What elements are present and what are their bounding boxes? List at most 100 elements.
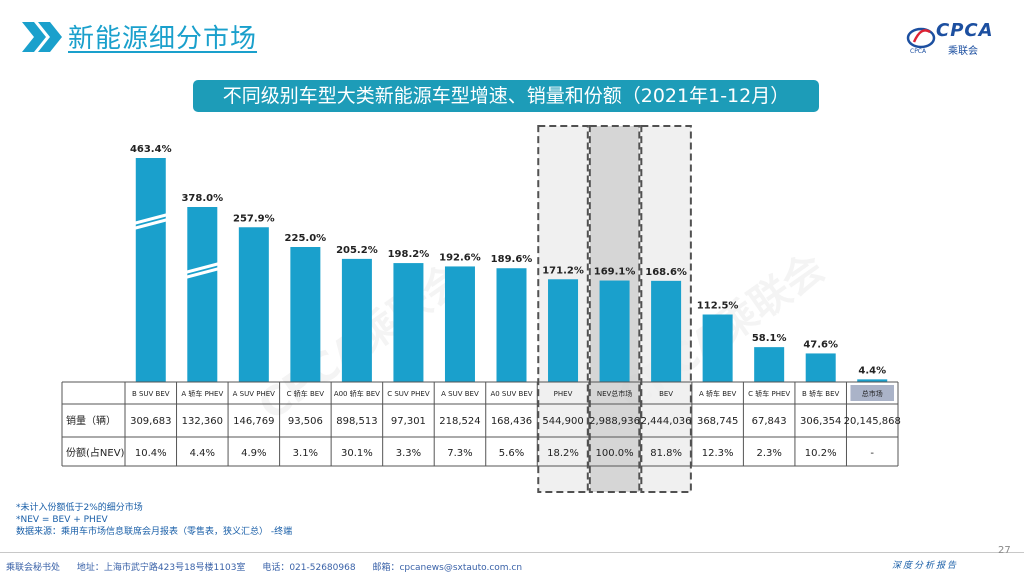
tick-label: A0 SUV BEV [490, 390, 532, 398]
footer-contact: 乘联会秘书处 地址：上海市武宁路423号18号楼1103室 电话：021-526… [6, 560, 536, 573]
tick-label: A SUV BEV [441, 390, 479, 398]
tick-label: B 轿车 BEV [802, 389, 839, 398]
tick-label: C 轿车 BEV [287, 389, 325, 398]
bar [135, 158, 166, 382]
bar [444, 266, 475, 382]
bar [187, 207, 218, 382]
data-label: 192.6% [439, 252, 481, 263]
data-label: 168.6% [645, 267, 687, 278]
bar [238, 227, 269, 382]
footnote: *未计入份额低于2%的细分市场 [16, 503, 143, 513]
share-cell: 30.1% [341, 448, 373, 459]
data-label: 463.4% [130, 144, 172, 155]
data-label: 169.1% [594, 267, 636, 278]
share-cell: 10.2% [805, 448, 837, 459]
share-cell: 3.1% [293, 448, 318, 459]
footnote: *NEV = BEV + PHEV [16, 515, 108, 525]
data-label: 47.6% [803, 339, 838, 350]
sales-cell: 898,513 [336, 416, 377, 427]
sales-row-label: 销量（辆） [66, 414, 116, 427]
sales-cell: 306,354 [800, 416, 841, 427]
data-label: 58.1% [752, 333, 787, 344]
share-cell: 81.8% [650, 448, 682, 459]
sales-cell: 368,745 [697, 416, 738, 427]
tick-label: C 轿车 PHEV [748, 389, 790, 398]
data-label: 4.4% [858, 365, 886, 376]
share-cell: 7.3% [447, 448, 472, 459]
data-label: 198.2% [388, 249, 430, 260]
tick-label: NEV总市场 [597, 389, 632, 398]
tick-label: A 轿车 PHEV [181, 389, 223, 398]
cpca-logo: CPCA 乘联会 CPCA [906, 20, 1006, 57]
sales-cell: 93,506 [288, 416, 323, 427]
share-cell: 18.2% [547, 448, 579, 459]
data-label: 171.2% [542, 265, 584, 276]
bar [754, 347, 785, 382]
data-label: 112.5% [697, 301, 739, 312]
tick-label: C SUV PHEV [387, 390, 430, 398]
page-number: 27 [998, 545, 1011, 556]
bar [857, 379, 888, 382]
footer-org: 乘联会秘书处 [6, 563, 61, 573]
data-label: 189.6% [491, 254, 533, 265]
logo-tiny: CPCA [910, 48, 927, 55]
tick-label: A 轿车 BEV [699, 389, 736, 398]
sales-cell: 544,900 [542, 416, 583, 427]
sales-cell: 132,360 [182, 416, 223, 427]
sales-cell: 146,769 [233, 416, 274, 427]
footer-address: 地址：上海市武宁路423号18号楼1103室 [76, 563, 246, 573]
axis-break-mark [131, 212, 171, 231]
sales-cell: 20,145,868 [844, 416, 901, 427]
share-cell: 2.3% [756, 448, 781, 459]
footnotes: *未计入份额低于2%的细分市场 *NEV = BEV + PHEV 数据来源：乘… [16, 502, 292, 538]
cpca-logo-icon [906, 27, 936, 49]
bar [290, 247, 321, 382]
bar [341, 258, 372, 382]
data-label: 378.0% [181, 193, 223, 204]
tick-label: A SUV PHEV [233, 390, 276, 398]
share-cell: 4.9% [241, 448, 266, 459]
axis-break-mark [182, 261, 222, 280]
sales-cell: 97,301 [391, 416, 426, 427]
tick-label: BEV [659, 390, 673, 398]
header-chevrons-icon [22, 22, 62, 52]
footnote: 数据来源：乘用车市场信息联席会月报表（零售表，狭义汇总） -终端 [16, 527, 293, 537]
sales-cell: 309,683 [130, 416, 171, 427]
bar [702, 314, 733, 382]
footer-phone: 电话：021-52680968 [262, 563, 356, 573]
sales-cell: 218,524 [439, 416, 480, 427]
share-cell: 12.3% [702, 448, 734, 459]
data-label: 257.9% [233, 213, 275, 224]
sales-cell: 168,436 [491, 416, 532, 427]
share-cell: 3.3% [396, 448, 421, 459]
data-label: 225.0% [285, 233, 327, 244]
share-cell: 4.4% [190, 448, 215, 459]
footer-divider [0, 552, 1024, 553]
bar [599, 280, 630, 382]
bar [805, 353, 836, 382]
sales-cell: 2,988,936 [589, 416, 640, 427]
sales-cell: 2,444,036 [641, 416, 692, 427]
bar [393, 263, 424, 382]
share-row-label: 份额(占NEV) [66, 446, 125, 459]
tick-label: PHEV [554, 390, 573, 398]
chart-title-banner: 不同级别车型大类新能源车型增速、销量和份额（2021年1-12月） [193, 80, 819, 112]
bar [496, 268, 527, 382]
data-label: 205.2% [336, 245, 378, 256]
share-cell: 10.4% [135, 448, 167, 459]
page-title: 新能源细分市场 [68, 24, 258, 54]
logo-text: CPCA [936, 20, 994, 41]
footer-tagline: 深度分析报告 [892, 561, 959, 571]
tick-label: B SUV BEV [132, 390, 170, 398]
share-cell: 5.6% [499, 448, 524, 459]
tick-label: A00 轿车 BEV [334, 389, 380, 398]
share-cell: 100.0% [595, 448, 633, 459]
bar [548, 279, 579, 382]
bar [651, 280, 682, 382]
share-cell: - [870, 448, 874, 459]
sales-cell: 67,843 [752, 416, 787, 427]
total-cell [850, 385, 894, 401]
logo-sub: 乘联会 [948, 46, 978, 57]
tick-label: 总市场 [862, 389, 883, 398]
